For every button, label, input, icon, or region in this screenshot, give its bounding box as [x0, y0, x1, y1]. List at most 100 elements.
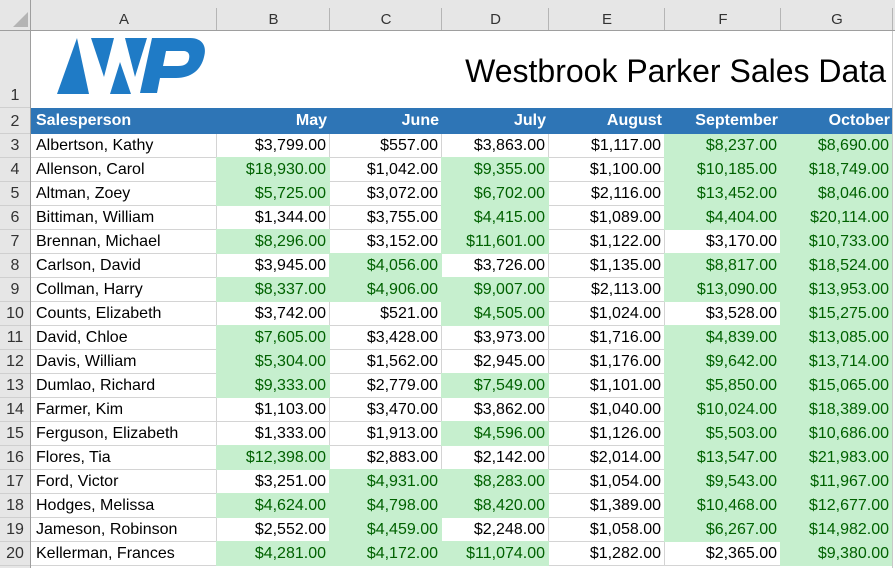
- sales-value-cell[interactable]: $3,755.00: [330, 206, 442, 230]
- sales-value-cell[interactable]: $3,428.00: [330, 326, 442, 350]
- column-title-july[interactable]: July: [513, 112, 546, 129]
- sales-value-cell[interactable]: $2,552.00: [217, 518, 330, 542]
- salesperson-cell[interactable]: Counts, Elizabeth: [31, 302, 217, 326]
- row-header-8[interactable]: 8: [0, 254, 30, 278]
- row-header-1[interactable]: 1: [0, 31, 30, 108]
- row-header-18[interactable]: 18: [0, 494, 30, 518]
- salesperson-cell[interactable]: Jameson, Robinson: [31, 518, 217, 542]
- sales-value-cell-highlighted[interactable]: $15,275.00: [780, 301, 893, 326]
- salesperson-cell[interactable]: Albertson, Kathy: [31, 134, 217, 158]
- sales-value-cell-highlighted[interactable]: $13,547.00: [664, 445, 781, 470]
- salesperson-cell[interactable]: Farmer, Kim: [31, 398, 217, 422]
- column-header-g[interactable]: G: [781, 8, 893, 30]
- column-header-c[interactable]: C: [330, 8, 442, 30]
- sales-value-cell-highlighted[interactable]: $15,065.00: [780, 373, 893, 398]
- sales-value-cell-highlighted[interactable]: $4,906.00: [329, 277, 442, 302]
- sales-value-cell[interactable]: $1,089.00: [549, 206, 665, 230]
- sales-value-cell[interactable]: $3,152.00: [330, 230, 442, 254]
- row-header-5[interactable]: 5: [0, 182, 30, 206]
- sales-value-cell-highlighted[interactable]: $18,524.00: [780, 253, 893, 278]
- sales-value-cell[interactable]: $2,014.00: [549, 446, 665, 470]
- sales-value-cell[interactable]: $3,251.00: [217, 470, 330, 494]
- column-title-september[interactable]: September: [695, 112, 778, 129]
- column-title-august[interactable]: August: [606, 112, 662, 129]
- sales-value-cell-highlighted[interactable]: $9,007.00: [441, 277, 549, 302]
- sales-value-cell[interactable]: $3,973.00: [442, 326, 549, 350]
- sales-value-cell[interactable]: $2,142.00: [442, 446, 549, 470]
- sales-value-cell[interactable]: $521.00: [330, 302, 442, 326]
- sales-value-cell-highlighted[interactable]: $4,459.00: [329, 517, 442, 542]
- salesperson-cell[interactable]: Davis, William: [31, 350, 217, 374]
- sales-value-cell[interactable]: $1,282.00: [549, 542, 665, 566]
- sales-value-cell-highlighted[interactable]: $18,749.00: [780, 157, 893, 182]
- salesperson-cell[interactable]: Dumlao, Richard: [31, 374, 217, 398]
- sales-value-cell[interactable]: $3,528.00: [665, 302, 781, 326]
- sales-value-cell-highlighted[interactable]: $4,404.00: [664, 205, 781, 230]
- row-header-10[interactable]: 10: [0, 302, 30, 326]
- sales-value-cell[interactable]: $2,365.00: [665, 542, 781, 566]
- sales-value-cell-highlighted[interactable]: $4,624.00: [216, 493, 330, 518]
- sales-value-cell-highlighted[interactable]: $13,714.00: [780, 349, 893, 374]
- sales-value-cell[interactable]: $1,716.00: [549, 326, 665, 350]
- sales-value-cell-highlighted[interactable]: $4,172.00: [329, 541, 442, 566]
- sales-value-cell[interactable]: $3,470.00: [330, 398, 442, 422]
- sales-value-cell-highlighted[interactable]: $8,817.00: [664, 253, 781, 278]
- sales-value-cell[interactable]: $1,333.00: [217, 422, 330, 446]
- sales-value-cell-highlighted[interactable]: $11,601.00: [441, 229, 549, 254]
- row-header-17[interactable]: 17: [0, 470, 30, 494]
- sales-value-cell-highlighted[interactable]: $13,953.00: [780, 277, 893, 302]
- row-header-12[interactable]: 12: [0, 350, 30, 374]
- column-title-salesperson[interactable]: Salesperson: [36, 112, 132, 129]
- sales-value-cell[interactable]: $1,101.00: [549, 374, 665, 398]
- sales-value-cell-highlighted[interactable]: $4,281.00: [216, 541, 330, 566]
- sales-value-cell-highlighted[interactable]: $8,420.00: [441, 493, 549, 518]
- sales-value-cell-highlighted[interactable]: $8,337.00: [216, 277, 330, 302]
- column-title-june[interactable]: June: [401, 112, 439, 129]
- sales-value-cell-highlighted[interactable]: $7,549.00: [441, 373, 549, 398]
- column-header-e[interactable]: E: [549, 8, 665, 30]
- sales-value-cell-highlighted[interactable]: $9,355.00: [441, 157, 549, 182]
- row-header-16[interactable]: 16: [0, 446, 30, 470]
- sales-value-cell-highlighted[interactable]: $8,296.00: [216, 229, 330, 254]
- sales-value-cell-highlighted[interactable]: $6,702.00: [441, 181, 549, 206]
- sales-value-cell-highlighted[interactable]: $5,850.00: [664, 373, 781, 398]
- select-all-button[interactable]: [0, 0, 31, 31]
- sales-value-cell[interactable]: $2,116.00: [549, 182, 665, 206]
- sales-value-cell-highlighted[interactable]: $10,185.00: [664, 157, 781, 182]
- sales-value-cell-highlighted[interactable]: $4,839.00: [664, 325, 781, 350]
- sales-value-cell[interactable]: $1,562.00: [330, 350, 442, 374]
- sales-value-cell[interactable]: $1,135.00: [549, 254, 665, 278]
- row-header-20[interactable]: 20: [0, 542, 30, 566]
- sales-value-cell[interactable]: $1,054.00: [549, 470, 665, 494]
- salesperson-cell[interactable]: Allenson, Carol: [31, 158, 217, 182]
- sales-value-cell[interactable]: $2,248.00: [442, 518, 549, 542]
- sales-value-cell[interactable]: $3,945.00: [217, 254, 330, 278]
- column-header-a[interactable]: A: [31, 8, 217, 30]
- sales-value-cell[interactable]: $3,862.00: [442, 398, 549, 422]
- sales-value-cell[interactable]: $1,176.00: [549, 350, 665, 374]
- row-header-2[interactable]: 2: [0, 108, 30, 134]
- column-header-d[interactable]: D: [442, 8, 549, 30]
- sales-value-cell-highlighted[interactable]: $10,686.00: [780, 421, 893, 446]
- sales-value-cell[interactable]: $1,103.00: [217, 398, 330, 422]
- sales-value-cell-highlighted[interactable]: $14,982.00: [780, 517, 893, 542]
- sales-value-cell-highlighted[interactable]: $11,074.00: [441, 541, 549, 566]
- sales-value-cell[interactable]: $3,726.00: [442, 254, 549, 278]
- row-header-6[interactable]: 6: [0, 206, 30, 230]
- salesperson-cell[interactable]: Altman, Zoey: [31, 182, 217, 206]
- sales-value-cell-highlighted[interactable]: $13,452.00: [664, 181, 781, 206]
- sales-value-cell-highlighted[interactable]: $6,267.00: [664, 517, 781, 542]
- row-header-7[interactable]: 7: [0, 230, 30, 254]
- column-header-f[interactable]: F: [665, 8, 781, 30]
- sales-value-cell[interactable]: $1,100.00: [549, 158, 665, 182]
- sales-value-cell-highlighted[interactable]: $12,398.00: [216, 445, 330, 470]
- sales-value-cell-highlighted[interactable]: $10,468.00: [664, 493, 781, 518]
- sales-value-cell-highlighted[interactable]: $5,503.00: [664, 421, 781, 446]
- sales-value-cell-highlighted[interactable]: $4,931.00: [329, 469, 442, 494]
- sales-value-cell-highlighted[interactable]: $8,237.00: [664, 133, 781, 158]
- sales-value-cell[interactable]: $1,042.00: [330, 158, 442, 182]
- sales-value-cell[interactable]: $3,863.00: [442, 134, 549, 158]
- sales-value-cell-highlighted[interactable]: $12,677.00: [780, 493, 893, 518]
- sales-value-cell[interactable]: $1,389.00: [549, 494, 665, 518]
- sales-value-cell-highlighted[interactable]: $5,304.00: [216, 349, 330, 374]
